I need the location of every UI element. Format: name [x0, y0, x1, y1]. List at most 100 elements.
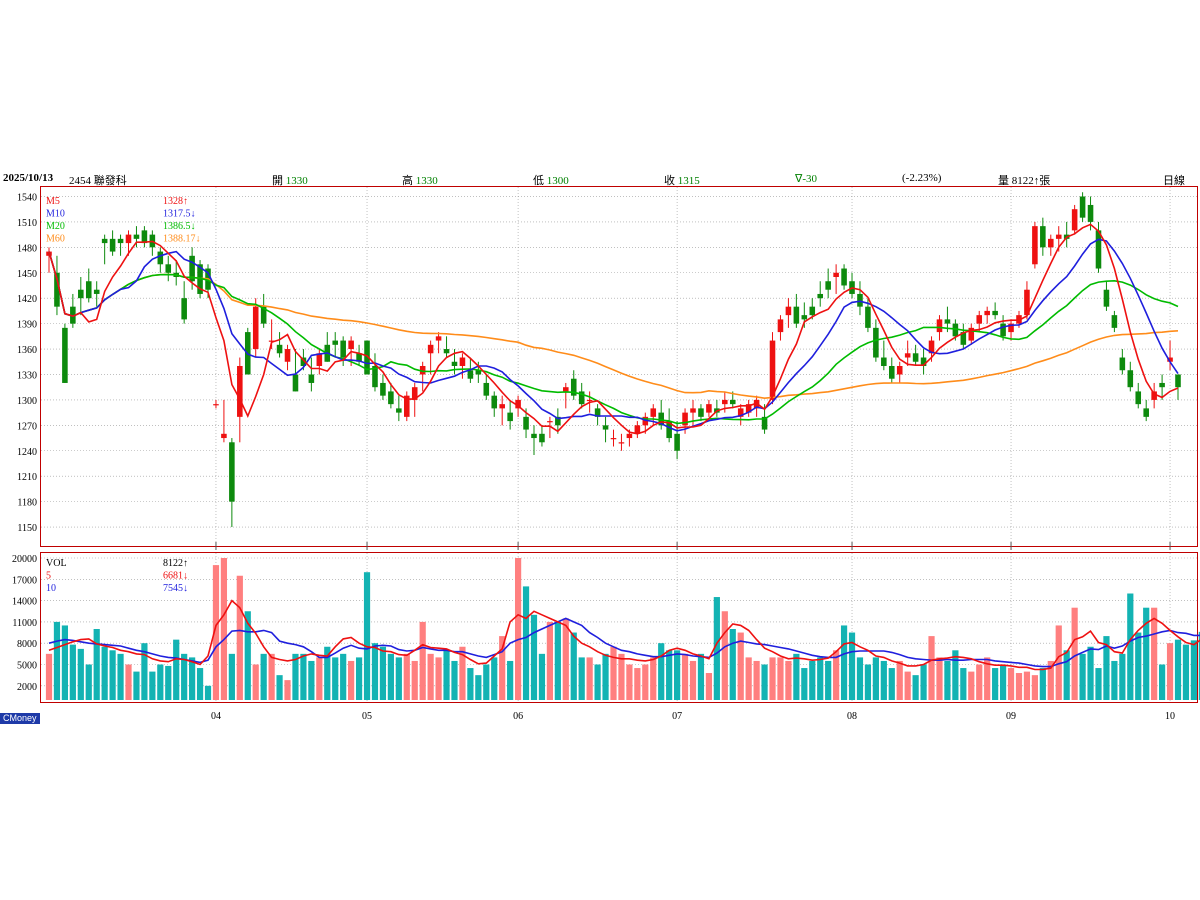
candlestick	[85, 268, 92, 303]
candlestick	[276, 332, 283, 358]
candle-body	[936, 319, 943, 333]
candle-body	[197, 264, 203, 294]
price-tick-label: 1510	[17, 218, 37, 229]
volume-bar	[1182, 644, 1190, 700]
candlestick	[1143, 399, 1149, 422]
volume-bar	[483, 664, 490, 700]
volume-bar	[1039, 668, 1046, 700]
candle-body	[658, 412, 664, 426]
candle-body	[411, 387, 418, 400]
candle-body	[912, 353, 919, 362]
volume-bar	[968, 671, 975, 700]
volume-bar	[960, 668, 967, 700]
candlestick	[1135, 382, 1142, 409]
candle-body	[737, 408, 744, 417]
volume-bar	[491, 657, 498, 700]
volume-bar	[204, 685, 212, 700]
candlestick	[221, 399, 227, 443]
candlestick	[308, 357, 315, 392]
volume-bar	[1047, 660, 1054, 700]
volume-bar	[157, 664, 164, 700]
candlestick	[833, 264, 839, 294]
candlestick	[419, 361, 426, 392]
candlestick	[618, 433, 625, 451]
candle-body	[833, 272, 839, 277]
volume-bar	[141, 643, 148, 700]
candle-body	[221, 433, 227, 439]
candlestick	[1103, 281, 1110, 311]
price-change-pct: (-2.23%)	[902, 172, 942, 184]
volume-bar	[658, 643, 665, 700]
volume-bar	[53, 621, 61, 700]
volume-bar	[340, 653, 347, 700]
candlestick	[380, 374, 386, 400]
candlestick	[563, 382, 569, 409]
price-panel: 1540 1510 1480 1450 1420 1390 1360 1330 1300 1270…	[17, 186, 1198, 550]
volume-bar	[276, 675, 283, 700]
candlestick	[642, 412, 649, 434]
volume-bar	[594, 664, 601, 700]
ma5-line	[48, 223, 1179, 435]
candlestick	[976, 310, 983, 333]
candle-body	[698, 408, 704, 417]
candle-body	[523, 416, 529, 430]
volume-bar	[952, 650, 959, 700]
volume-bar	[602, 653, 609, 700]
open-price: 開 1330	[272, 172, 308, 188]
volume-legend-label: VOL	[46, 558, 67, 569]
volume-bar	[149, 671, 156, 700]
candle-body	[62, 327, 68, 383]
volume-bar	[196, 668, 204, 700]
candle-body	[1024, 289, 1030, 316]
close-price: 收 1315	[664, 172, 700, 188]
candlestick	[78, 277, 84, 316]
candlestick	[252, 298, 259, 358]
candle-body	[515, 399, 521, 409]
candle-body	[793, 306, 800, 324]
volume-bar	[761, 664, 768, 700]
volume-bar	[729, 629, 736, 700]
volume-ma10-line	[48, 617, 1200, 668]
candle-body	[841, 268, 847, 286]
candlestick	[54, 255, 60, 316]
volume-bar	[538, 653, 546, 700]
candle-body	[483, 382, 490, 396]
volume-bar	[801, 668, 808, 700]
volume-bar	[1031, 675, 1038, 700]
price-tick-label: 1180	[17, 498, 37, 509]
candle-body	[729, 399, 736, 405]
volume-bar	[1103, 636, 1110, 700]
volume-bar	[284, 680, 291, 700]
candle-body	[459, 357, 466, 366]
candle-body	[666, 421, 672, 439]
low-price: 低 1300	[533, 172, 569, 188]
volume-bar	[1087, 646, 1094, 700]
candle-body	[745, 404, 752, 413]
volume-bar	[507, 660, 514, 700]
price-legend-value: 1328↑	[163, 196, 188, 207]
candle-body	[388, 391, 394, 405]
candlestick	[1151, 382, 1157, 409]
candle-body	[769, 340, 776, 400]
candle-body	[1159, 382, 1165, 388]
volume-bar	[546, 621, 553, 700]
volume-bar	[745, 657, 752, 700]
volume-bar	[363, 572, 371, 700]
candle-body	[260, 306, 267, 324]
volume-legend-value: 6681↓	[163, 571, 188, 582]
candlestick	[912, 344, 919, 366]
volume-bar	[618, 653, 625, 700]
candle-body	[451, 361, 458, 366]
candle-body	[1079, 196, 1086, 218]
volume-bar	[1111, 660, 1118, 700]
volume-bar	[530, 614, 538, 700]
volume-bar	[880, 660, 887, 700]
candlestick	[602, 416, 609, 443]
volume-bar	[173, 639, 180, 700]
volume-bar	[451, 660, 458, 700]
candle-body	[308, 374, 315, 383]
candlestick	[825, 268, 831, 299]
volume-bar	[467, 668, 474, 700]
volume-bar	[117, 653, 124, 700]
volume-bar	[554, 621, 561, 700]
